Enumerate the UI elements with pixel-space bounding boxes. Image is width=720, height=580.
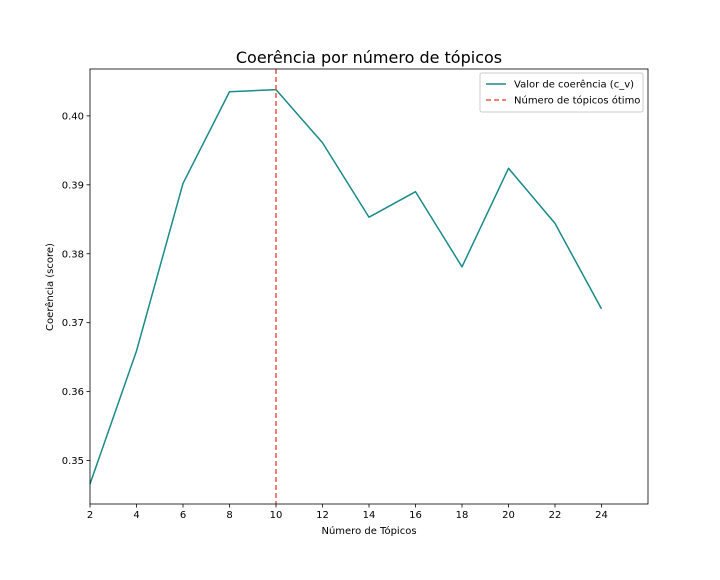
axes-frame — [90, 69, 648, 504]
x-tick-label: 20 — [502, 510, 515, 521]
x-tick-label: 16 — [409, 510, 422, 521]
y-tick-label: 0.38 — [62, 249, 84, 260]
legend-label-series: Valor de coerência (c_v) — [514, 79, 634, 91]
y-tick-label: 0.37 — [62, 318, 84, 329]
x-tick-label: 18 — [456, 510, 469, 521]
x-tick-label: 6 — [180, 510, 186, 521]
x-tick-label: 22 — [549, 510, 562, 521]
x-axis-label: Número de Tópicos — [321, 525, 416, 537]
plot-area — [90, 69, 648, 504]
legend-label-vline: Número de tópicos ótimo — [514, 95, 640, 107]
x-tick-label: 8 — [226, 510, 232, 521]
y-tick-label: 0.39 — [62, 180, 84, 191]
x-tick-label: 2 — [87, 510, 93, 521]
chart-title: Coerência por número de tópicos — [236, 48, 502, 67]
x-tick-label: 14 — [363, 510, 376, 521]
x-tick-label: 24 — [595, 510, 608, 521]
y-axis-ticks: 0.35 0.36 0.37 0.38 0.39 0.40 — [62, 111, 90, 467]
legend: Valor de coerência (c_v) Número de tópic… — [480, 73, 643, 112]
series-line — [90, 90, 602, 484]
y-tick-label: 0.35 — [62, 456, 84, 467]
x-tick-label: 10 — [270, 510, 283, 521]
x-tick-label: 4 — [133, 510, 139, 521]
y-axis-label: Coerência (score) — [44, 243, 56, 331]
y-tick-label: 0.40 — [62, 111, 84, 122]
x-tick-label: 12 — [316, 510, 329, 521]
y-tick-label: 0.36 — [62, 387, 84, 398]
